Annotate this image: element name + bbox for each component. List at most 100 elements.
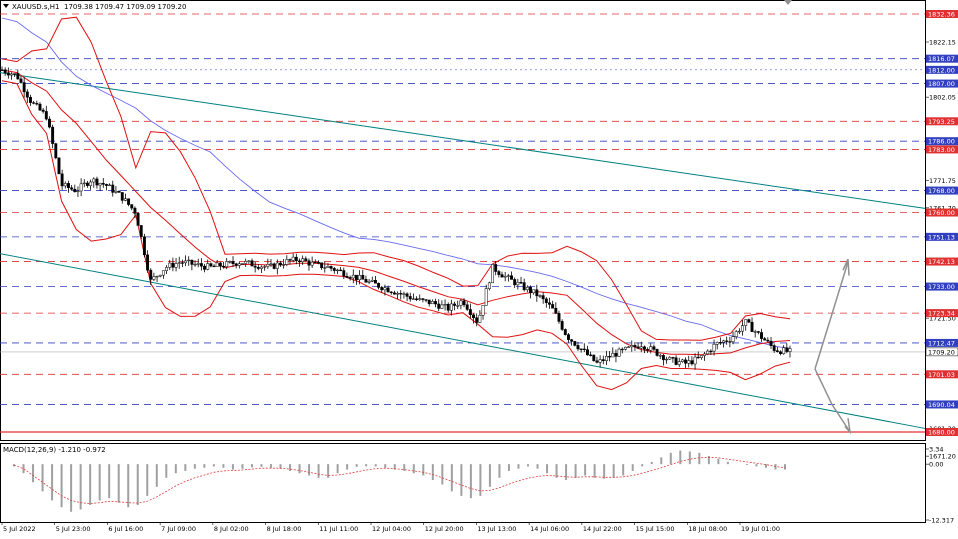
candle-body bbox=[595, 360, 599, 363]
candle-body bbox=[725, 340, 729, 342]
projection-arrows bbox=[814, 258, 852, 435]
candle-body bbox=[184, 260, 188, 264]
candle-body bbox=[671, 357, 675, 359]
candle-body bbox=[633, 345, 637, 348]
arrow-down-head bbox=[844, 418, 852, 435]
resistance-label-box bbox=[926, 208, 958, 217]
candle-body bbox=[6, 72, 10, 76]
macd-frame bbox=[0, 443, 926, 523]
candle-body bbox=[456, 305, 460, 307]
candle-body bbox=[279, 262, 282, 266]
candle-body bbox=[709, 350, 713, 353]
candle-body bbox=[646, 349, 650, 351]
candle-body bbox=[500, 274, 504, 278]
candle-body bbox=[35, 103, 39, 105]
resistance-label-text: 1760.00 bbox=[928, 209, 955, 217]
candle-body bbox=[548, 302, 551, 305]
candle-body bbox=[737, 330, 741, 333]
candle-body bbox=[772, 345, 776, 351]
candle-body bbox=[782, 347, 786, 354]
candle-body bbox=[677, 361, 681, 365]
support-label-box bbox=[926, 400, 958, 409]
candle-body bbox=[636, 346, 640, 349]
candle-body bbox=[120, 192, 124, 201]
time-tick-label: 5 Jul 23:00 bbox=[56, 525, 91, 533]
resistance-label-box bbox=[926, 257, 958, 266]
candle-body bbox=[687, 360, 691, 364]
candle-body bbox=[174, 263, 178, 268]
candle-body bbox=[763, 338, 767, 341]
candle-body bbox=[250, 260, 254, 267]
candle-body bbox=[567, 334, 570, 340]
candle-body bbox=[127, 198, 131, 205]
time-tick-label: 18 Jul 08:00 bbox=[688, 525, 727, 533]
resistance-label-box bbox=[926, 10, 958, 18]
candle-body bbox=[722, 340, 725, 343]
candle-body bbox=[101, 183, 105, 185]
candle-body bbox=[10, 73, 13, 76]
candle-body bbox=[538, 295, 542, 297]
support-label-text: 1733.00 bbox=[928, 283, 955, 291]
candle-body bbox=[642, 346, 646, 350]
candle-body bbox=[241, 263, 244, 265]
candle-body bbox=[484, 288, 488, 306]
candle-body bbox=[304, 258, 308, 262]
arrow-down-path bbox=[814, 368, 851, 433]
candle-body bbox=[0, 69, 4, 71]
upper-channel-line bbox=[0, 72, 926, 209]
candle-body bbox=[146, 254, 150, 271]
candle-body bbox=[598, 359, 602, 363]
candle-body bbox=[63, 183, 67, 187]
candle-body bbox=[288, 259, 292, 261]
candle-body bbox=[351, 274, 355, 279]
support-label-box bbox=[926, 137, 958, 146]
candle-body bbox=[731, 336, 735, 342]
level-label-text: 1812.00 bbox=[928, 66, 955, 74]
candle-body bbox=[627, 346, 631, 348]
candle-body bbox=[190, 259, 194, 265]
candle-body bbox=[212, 265, 216, 268]
candle-body bbox=[389, 291, 393, 294]
resistance-label-box bbox=[926, 309, 958, 318]
resistance-label-box bbox=[926, 145, 958, 154]
time-tick-label: 11 Jul 11:00 bbox=[319, 525, 358, 533]
symbol-label: XAUUSD.s,H1 bbox=[12, 3, 59, 11]
candle-body bbox=[269, 263, 273, 265]
shift-marker-icon[interactable] bbox=[784, 0, 792, 5]
candle-body bbox=[218, 262, 222, 267]
candle-body bbox=[392, 292, 396, 295]
candle-body bbox=[373, 279, 377, 284]
candle-body bbox=[345, 275, 349, 278]
candle-body bbox=[215, 262, 219, 267]
collapse-triangle-icon[interactable] bbox=[3, 4, 9, 8]
macd-indicator: 3.34 0.00 -12.317 bbox=[13, 446, 954, 525]
candle-body bbox=[294, 256, 298, 262]
candle-body bbox=[177, 262, 181, 264]
candle-body bbox=[541, 295, 545, 300]
current-price-box bbox=[925, 347, 958, 357]
candle-body bbox=[440, 304, 444, 309]
candle-body bbox=[358, 275, 362, 281]
candle-body bbox=[411, 298, 415, 300]
support-label-text: 1768.00 bbox=[928, 187, 955, 195]
time-tick-label: 7 Jul 09:00 bbox=[161, 525, 196, 533]
candle-body bbox=[611, 353, 615, 358]
candle-body bbox=[586, 349, 589, 356]
candle-body bbox=[323, 267, 327, 269]
candle-body bbox=[32, 102, 36, 104]
candle-body bbox=[753, 331, 757, 333]
candle-body bbox=[222, 266, 225, 268]
time-tick-label: 12 Jul 20:00 bbox=[425, 525, 464, 533]
candle-body bbox=[744, 319, 748, 326]
candle-body bbox=[180, 262, 184, 264]
candle-body bbox=[310, 261, 314, 266]
candle-body bbox=[608, 356, 612, 358]
candle-body bbox=[70, 187, 74, 190]
time-tick-label: 5 Jul 2022 bbox=[3, 525, 36, 533]
candle-body bbox=[73, 188, 77, 193]
candle-body bbox=[421, 298, 425, 300]
candle-body bbox=[152, 276, 156, 280]
candle-body bbox=[142, 236, 146, 256]
